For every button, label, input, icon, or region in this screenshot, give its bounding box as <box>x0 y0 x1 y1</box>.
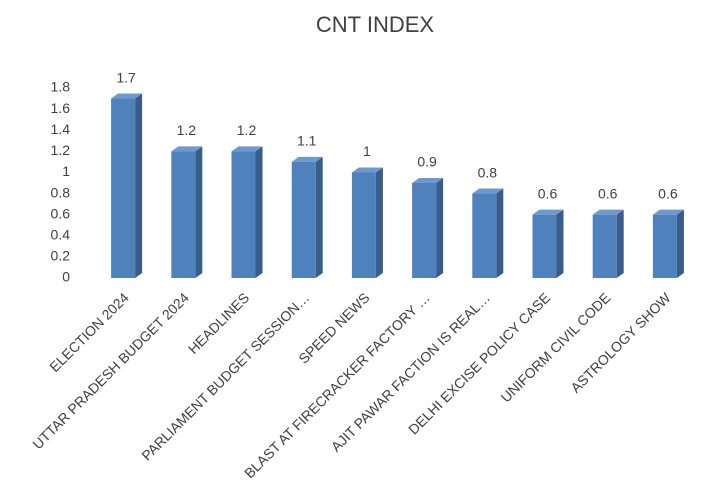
bar-top <box>111 93 143 99</box>
data-label: 1.7 <box>116 69 136 85</box>
bar-top <box>592 209 624 215</box>
y-tick-label: 0.6 <box>51 205 71 221</box>
bar-top <box>412 178 444 183</box>
x-tick-label: HEADLINES <box>185 289 252 356</box>
data-label: 0.6 <box>538 185 558 201</box>
bar-top <box>231 146 263 152</box>
bar <box>652 214 677 278</box>
bar-top <box>472 188 504 194</box>
bar <box>592 214 617 278</box>
bar-side <box>436 178 444 278</box>
y-tick-label: 0.4 <box>51 226 71 242</box>
data-label: 1 <box>363 143 371 159</box>
bar-side <box>556 209 564 278</box>
y-tick-label: 0.2 <box>51 248 71 264</box>
bar-top <box>171 146 203 152</box>
bar <box>111 98 136 278</box>
bar <box>532 214 557 278</box>
bar <box>171 151 196 278</box>
bar <box>291 161 316 278</box>
y-tick-label: 1.4 <box>51 121 71 137</box>
bar <box>231 151 256 278</box>
y-tick-label: 0.8 <box>51 184 71 200</box>
bar <box>351 172 376 278</box>
bar-side <box>676 209 684 278</box>
bar-side <box>255 146 263 278</box>
x-tick-label: UNIFORM CIVIL CODE <box>497 289 613 405</box>
bar <box>412 183 437 278</box>
y-tick-label: 1.8 <box>51 79 71 95</box>
bar-top <box>351 167 383 173</box>
y-tick-label: 1.6 <box>51 100 71 116</box>
bar-side <box>135 93 143 278</box>
bar-side <box>375 167 383 278</box>
data-label: 1.1 <box>297 133 317 149</box>
y-tick-label: 1 <box>62 163 70 179</box>
data-label: 0.6 <box>658 185 678 201</box>
data-label: 1.2 <box>237 122 257 138</box>
x-tick-label: ASTROLOGY SHOW <box>567 289 674 396</box>
y-tick-label: 1.2 <box>51 142 71 158</box>
bar-side <box>195 146 203 278</box>
bar-side <box>315 156 323 278</box>
y-tick-label: 0 <box>62 269 70 285</box>
bar <box>472 193 497 278</box>
bar-top <box>532 209 564 215</box>
bar-side <box>496 188 504 278</box>
bar-top <box>652 209 684 215</box>
bar-side <box>616 209 624 278</box>
data-label: 0.8 <box>478 164 498 180</box>
bar-top <box>291 156 323 162</box>
data-label: 0.9 <box>417 154 437 170</box>
chart-title: CNT INDEX <box>316 12 434 37</box>
data-label: 1.2 <box>177 122 197 138</box>
data-label: 0.6 <box>598 185 618 201</box>
